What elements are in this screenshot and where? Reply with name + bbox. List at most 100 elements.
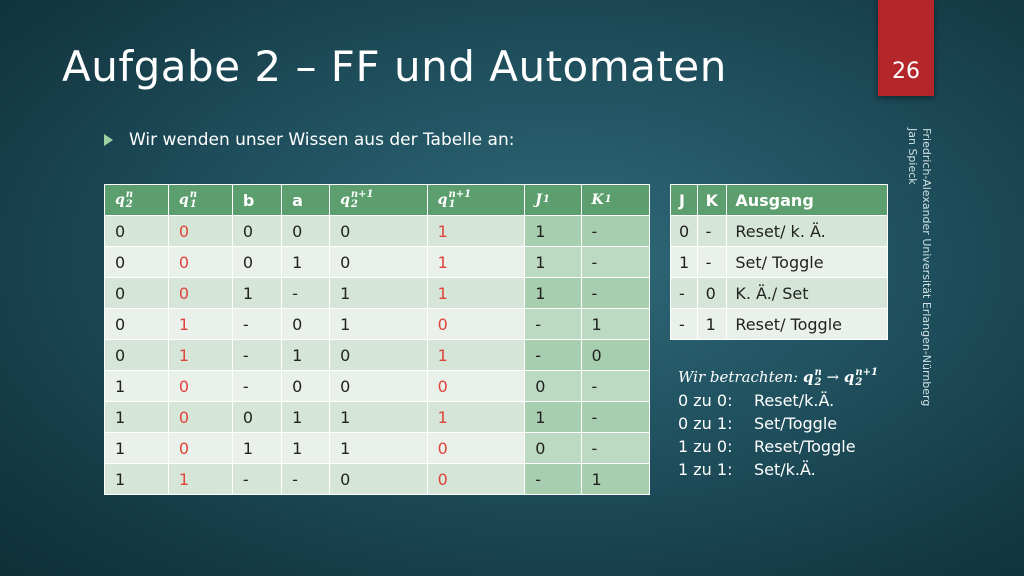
jk-table-cell: - [670, 277, 698, 309]
truth-table-cell: - [231, 308, 283, 340]
header-index: n+1 1 [448, 190, 471, 210]
truth-table-cell: 1 [167, 339, 233, 371]
note-item-key: 0 zu 0: [678, 391, 733, 410]
truth-table-cell: - [231, 339, 283, 371]
header-sub: 1 [189, 199, 197, 210]
truth-table-cell: - [231, 463, 283, 495]
jk-table-cell: - [696, 215, 728, 247]
truth-table-header-cell: b [231, 184, 283, 216]
truth-table-cell: 0 [426, 308, 526, 340]
note-item: 1 zu 1: Set/k.Ä. [678, 458, 878, 481]
header-sup: n [125, 189, 134, 200]
truth-table-header-cell: q n+1 2 [329, 184, 428, 216]
credit-university: Friedrich-Alexander Universität Erlangen… [920, 128, 933, 407]
truth-table-cell: 0 [329, 215, 428, 247]
truth-table-cell: 0 [167, 246, 233, 278]
note-item-value: Set/k.Ä. [754, 460, 816, 479]
truth-table-cell: - [524, 463, 582, 495]
truth-table-cell: 0 [524, 432, 582, 464]
jk-table-header-cell: J [670, 184, 698, 216]
note-item: 0 zu 1: Set/Toggle [678, 412, 878, 435]
truth-table-cell: 0 [281, 308, 331, 340]
truth-table-cell: 0 [426, 370, 526, 402]
truth-table-cell: 1 [329, 401, 428, 433]
truth-table-cell: 1 [524, 215, 582, 247]
truth-table-cell: 0 [104, 215, 169, 247]
truth-table-cell: 1 [104, 370, 169, 402]
truth-table-cell: 0 [104, 339, 169, 371]
truth-table-cell: 0 [329, 370, 428, 402]
jk-table-cell: K. Ä./ Set [726, 277, 888, 309]
truth-table-cell: 0 [104, 308, 169, 340]
truth-table-cell: 0 [524, 370, 582, 402]
truth-table-cell: 1 [329, 308, 428, 340]
truth-table-cell: 1 [524, 277, 582, 309]
truth-table-cell: 0 [426, 463, 526, 495]
truth-table-cell: 0 [167, 370, 233, 402]
page-number-tab: 26 [878, 0, 934, 96]
note-item-key: 0 zu 1: [678, 414, 733, 433]
note-arrow: → [826, 368, 840, 386]
note-item-value: Reset/Toggle [754, 437, 856, 456]
header-sup: n+1 [448, 189, 472, 200]
slide-title: Aufgabe 2 – FF und Automaten [62, 42, 727, 91]
truth-table-cell: 0 [104, 277, 169, 309]
truth-table-cell: 1 [281, 246, 331, 278]
truth-table-cell: - [580, 246, 650, 278]
header-sup: n+1 [350, 189, 374, 200]
jk-table-header-cell: K [696, 184, 728, 216]
truth-table-cell: - [524, 308, 582, 340]
truth-table-cell: 0 [167, 432, 233, 464]
page-number: 26 [892, 59, 920, 84]
jk-table-header-cell: Ausgang [726, 184, 888, 216]
truth-table-cell: 1 [281, 339, 331, 371]
truth-table-cell: 1 [167, 463, 233, 495]
jk-table-row: -0 K. Ä./ Set [670, 277, 888, 309]
truth-table-cell: 0 [231, 215, 283, 247]
note-item-key: 1 zu 0: [678, 437, 733, 456]
truth-table-cell: - [524, 339, 582, 371]
header-index: 1 [543, 195, 550, 205]
truth-table-cell: 0 [329, 339, 428, 371]
header-sub: 1 [604, 194, 612, 205]
note-items: 0 zu 0: Reset/k.Ä. 0 zu 1: Set/Toggle 1 zu 0… [678, 389, 878, 481]
note-item-value: Set/Toggle [754, 414, 838, 433]
header-sub: 2 [125, 199, 133, 210]
jk-table-cell: Set/ Toggle [726, 246, 888, 278]
bullet-point: Wir wenden unser Wissen aus der Tabelle … [104, 130, 514, 150]
truth-table-cell: 1 [231, 277, 283, 309]
note-q2n1: q n+1 2 [843, 367, 878, 388]
truth-table-cell: 0 [580, 339, 650, 371]
truth-table-cell: 0 [329, 463, 428, 495]
truth-table-header-cell: a [281, 184, 331, 216]
truth-table-cell: - [580, 401, 650, 433]
header-sup: n [189, 189, 197, 200]
truth-table-cell: 1 [426, 215, 526, 247]
jk-table-cell: 0 [696, 277, 728, 309]
jk-table-row: 1- Set/ Toggle [670, 246, 888, 278]
note-item-value: Reset/k.Ä. [754, 391, 835, 410]
truth-table-cell: - [281, 463, 331, 495]
header-sub: 2 [350, 199, 358, 210]
truth-table-cell: - [580, 215, 650, 247]
jk-table: J K Ausgang 0- Reset/ k. Ä. 1- Set/ Toggle -0 K… [670, 184, 888, 340]
header-index: n+1 2 [351, 190, 374, 210]
jk-table-cell: - [670, 308, 698, 340]
truth-table-cell: 1 [580, 463, 650, 495]
truth-table-cell: - [580, 277, 650, 309]
truth-table-cell: 1 [580, 308, 650, 340]
truth-table-cell: - [231, 370, 283, 402]
jk-table-cell: - [696, 246, 728, 278]
jk-table-cell: 0 [670, 215, 698, 247]
